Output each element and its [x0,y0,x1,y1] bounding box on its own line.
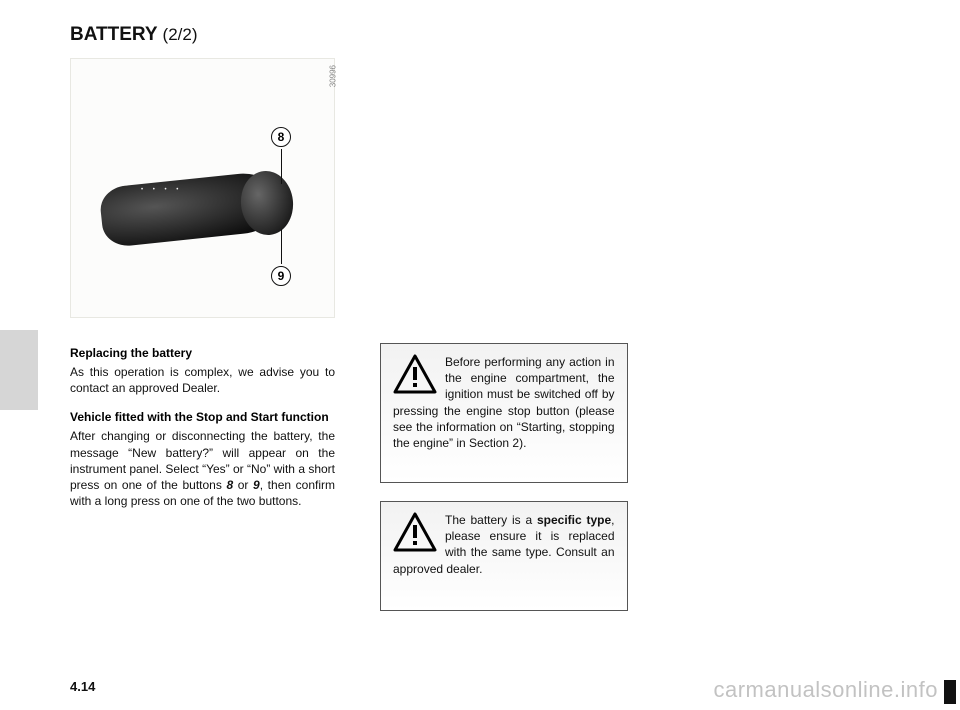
callout-9: 9 [271,266,291,286]
corner-mark [944,680,956,704]
warn2-a: The battery is a [445,513,537,527]
page-title: BATTERY (2/2) [70,24,920,46]
manual-page: BATTERY (2/2) 30996 • • • • 8 9 Replacin… [0,0,960,710]
heading-stop-start: Vehicle fitted with the Stop and Start f… [70,410,335,424]
callout-line-8 [281,149,282,184]
p2-part-b: or [233,478,253,492]
column-right [673,58,921,629]
title-part: (2/2) [163,25,198,44]
btn-ref-9: 9 [253,478,260,492]
callout-8: 8 [271,127,291,147]
heading-replacing: Replacing the battery [70,346,335,360]
image-id: 30996 [328,65,337,87]
warn2-b: specific type [537,513,611,527]
text-stop-start: After changing or disconnecting the batt… [70,428,335,509]
wiper-stalk-illustration: • • • • [101,159,296,249]
warning-triangle-icon [393,354,437,394]
content-columns: 30996 • • • • 8 9 Replacing the battery … [70,58,920,629]
page-number: 4.14 [70,679,95,694]
stalk-markings: • • • • [141,187,182,193]
column-left: 30996 • • • • 8 9 Replacing the battery … [70,58,335,629]
callout-line-9 [281,229,282,264]
title-main: BATTERY [70,24,157,45]
warning-triangle-icon [393,512,437,552]
column-middle: Before performing any action in the engi… [380,58,628,629]
watermark: carmanualsonline.info [713,677,938,703]
warning-battery-type: The battery is a specific type, please e… [380,501,628,611]
text-replacing: As this operation is complex, we advise … [70,364,335,396]
warning-ignition: Before performing any action in the engi… [380,343,628,483]
figure-box: 30996 • • • • 8 9 [70,58,335,318]
section-tab [0,330,38,410]
